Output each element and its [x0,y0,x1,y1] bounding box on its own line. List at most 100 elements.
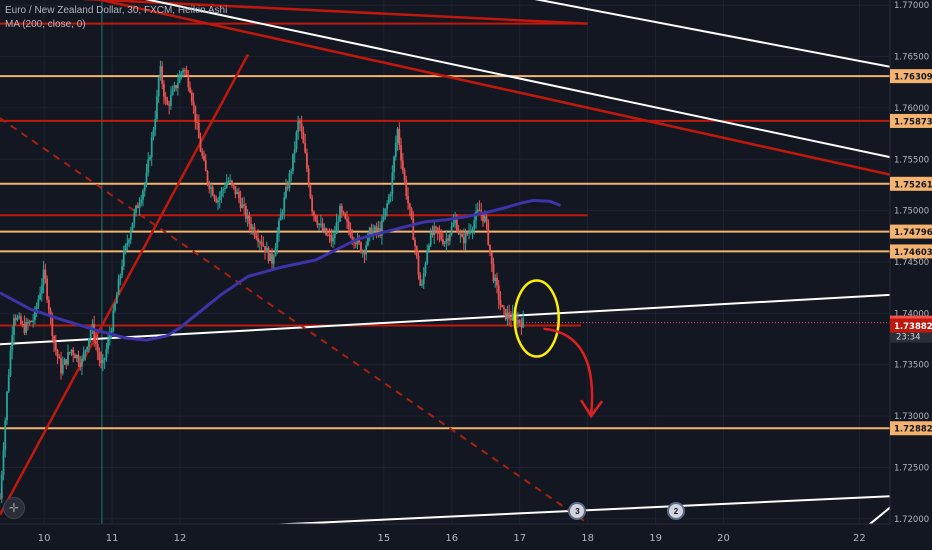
time-tick-label: 18 [581,533,594,544]
resistance-trendline [95,0,891,176]
time-axis[interactable]: 10 11 12 15 16 17 18 19 20 22 [0,523,932,550]
candle-body [457,231,460,234]
candle-body [248,215,251,224]
time-tick-label: 10 [38,533,51,544]
candle-body [163,83,165,97]
candle-body [307,168,310,186]
price-axis[interactable]: 1.77000 1.76500 1.76000 1.75500 1.75000 1.745… [889,0,932,550]
candle-body [203,155,205,161]
candle-body [459,233,462,235]
candle-body [414,239,416,247]
candle-body [471,228,474,232]
candle-body [81,358,83,367]
candle-body [156,96,158,120]
candle-body [415,246,418,257]
candle-body [408,203,411,209]
time-tick-label: 16 [445,533,458,544]
candle-body [0,498,1,500]
candle-body [131,222,134,231]
price-axis-background [890,0,932,550]
price-tick-label: 1.74000 [894,309,929,319]
candle-body [204,160,207,172]
price-label-box [890,318,932,333]
candle-body [466,232,469,234]
candle-body [424,263,427,274]
candle-body [501,304,504,308]
price-tick-label: 1.72000 [894,515,929,525]
candle-body [39,293,42,300]
event-badge-icon[interactable]: 2 [666,502,685,520]
candle-body [13,318,15,336]
candle-body [210,187,212,189]
candle-body [429,232,432,246]
candle-body [194,105,197,122]
candle-body [433,226,436,236]
candle-body [496,277,498,286]
trendline-trendline [534,0,891,68]
candle-body [220,190,223,197]
price-label-text: 1.75873 [894,117,932,127]
candle-body [6,391,8,421]
candle-body [271,253,273,264]
candle-body [454,219,457,223]
crosshair-icon[interactable]: ✛ [3,497,25,519]
candle-body [410,208,413,219]
candle-body [490,252,493,264]
event-badge-icon[interactable]: 3 [568,502,587,520]
candle-body [192,101,195,106]
candle-body [335,222,338,234]
candle-body [370,227,373,237]
candle-body [46,278,48,300]
time-tick-label: 20 [717,533,730,544]
time-axis-background [0,524,932,550]
candle-body [197,122,200,139]
price-tick-label: 1.74500 [894,258,929,268]
resistance-trendline [0,53,250,516]
price-label-text: 1.75261 [894,180,932,190]
candle-body [178,75,181,83]
candle-body [108,334,111,339]
candle-body [49,309,52,316]
candle-body [213,195,216,199]
candle-body [318,223,321,225]
candle-body [114,303,116,311]
candle-body [54,342,57,351]
price-label-box [890,244,932,259]
time-tick-label: 17 [513,533,526,544]
candle-body [89,330,92,339]
candle-body [77,354,80,364]
candle-body [421,283,423,286]
candle-body [518,319,521,323]
price-tick-label: 1.76000 [894,104,929,114]
candle-body [428,245,430,251]
candle-body [443,242,446,244]
candle-body [126,242,129,246]
candle-body [503,307,505,310]
candle-body [227,181,230,183]
candle-body [101,359,104,364]
candle-body [281,212,284,215]
symbol-title[interactable]: Euro / New Zealand Dollar, 30, FXCM, Hei… [5,5,228,16]
indicator-label[interactable]: MA (200, close, 0) [5,19,86,30]
candle-body [440,233,443,240]
candle-body [173,85,176,90]
price-label-box [890,224,932,239]
annotations[interactable] [513,279,890,419]
candle-body [112,310,115,331]
time-tick-label: 22 [853,533,866,544]
candle-body [257,238,259,242]
candle-body [469,231,472,233]
candle-body [124,245,127,252]
candle-body [508,312,511,319]
candle-body [274,247,277,257]
candle-body [20,316,22,324]
candle-body [182,69,184,73]
candle-body [351,236,354,239]
candle-body [98,351,101,360]
candle-body [42,269,45,286]
candle-body [340,205,343,212]
candle-body [269,253,272,261]
candle-body [166,100,169,105]
